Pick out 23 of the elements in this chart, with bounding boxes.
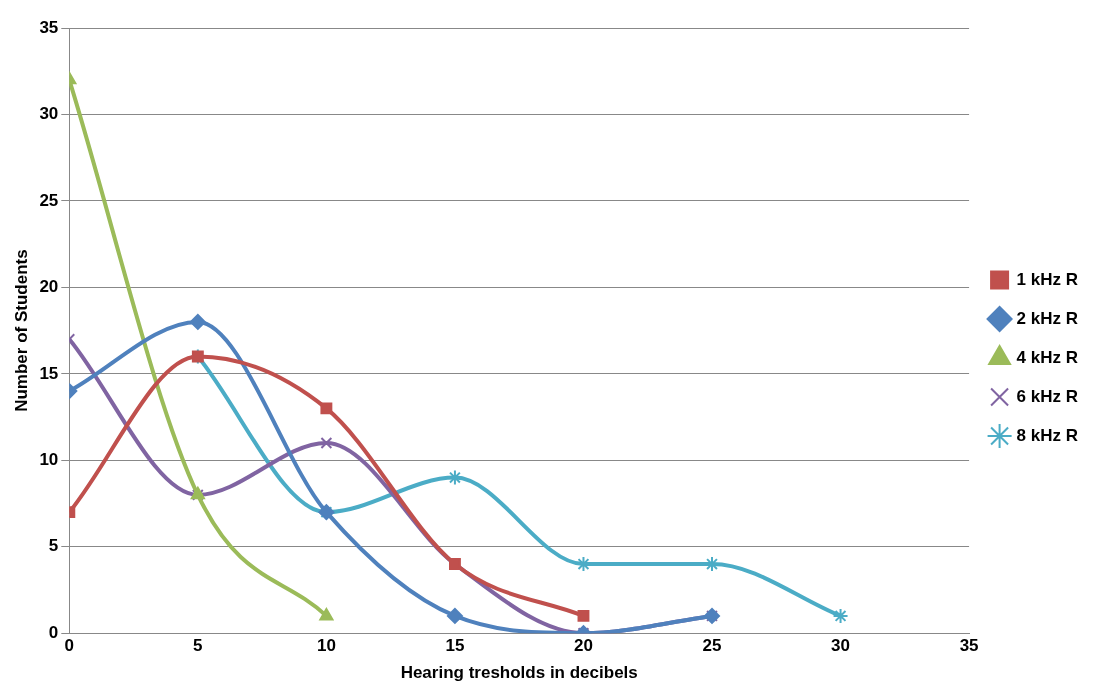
- legend-label: 1 kHz R: [1016, 269, 1079, 289]
- x-tick-label: 25: [702, 636, 722, 656]
- x-tick-label: 10: [316, 636, 336, 656]
- legend-label: 4 kHz R: [1016, 347, 1079, 367]
- y-axis-title: Number of Students: [11, 249, 31, 412]
- x-tick-label: 35: [959, 636, 979, 656]
- y-tick-label: 5: [48, 536, 59, 556]
- x-tick-label: 20: [574, 636, 593, 656]
- x-axis-title: Hearing tresholds in decibels: [400, 663, 638, 683]
- x-tick-label: 5: [193, 636, 203, 656]
- x-tick-label: 15: [445, 636, 465, 656]
- x-tick-label: 0: [64, 636, 75, 656]
- legend-label: 8 kHz R: [1016, 425, 1079, 445]
- y-tick-label: 10: [39, 449, 59, 469]
- x-tick-label: 30: [831, 636, 851, 656]
- legend-label: 6 kHz R: [1016, 386, 1079, 406]
- y-tick-label: 20: [39, 277, 59, 297]
- y-tick-label: 25: [39, 190, 59, 210]
- y-tick-label: 30: [39, 104, 59, 124]
- y-tick-label: 35: [39, 17, 59, 37]
- y-tick-label: 15: [39, 363, 59, 383]
- y-tick-label: 0: [48, 622, 59, 642]
- legend-label: 2 kHz R: [1016, 308, 1079, 328]
